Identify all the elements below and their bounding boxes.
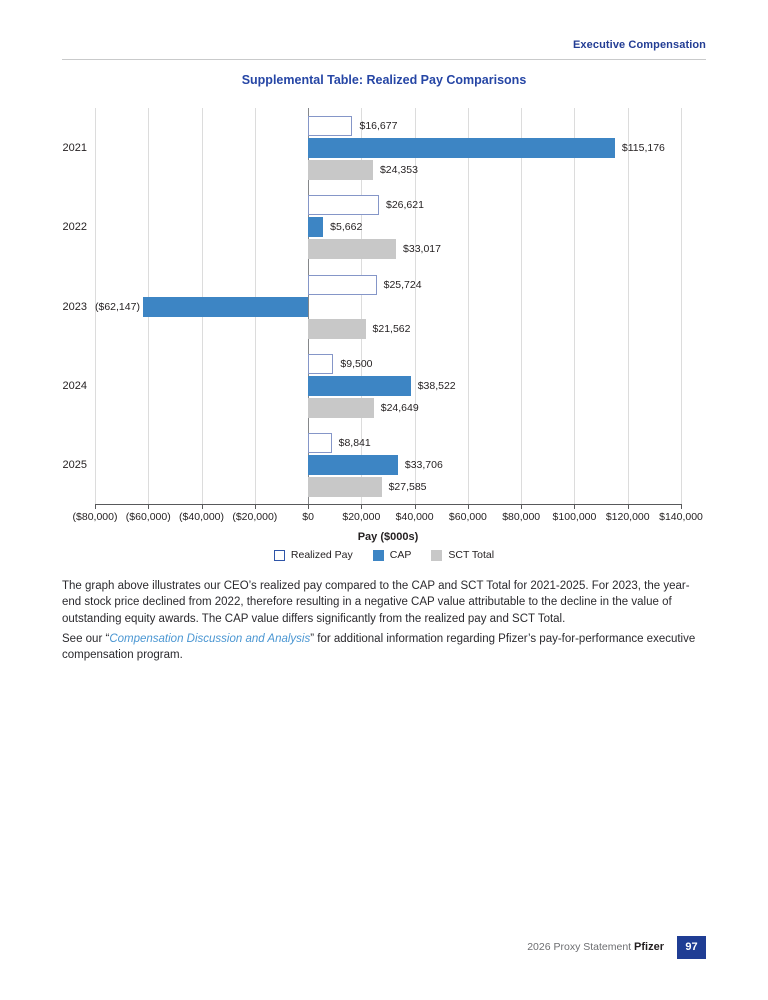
bar-value-label: $26,621 (385, 199, 424, 212)
legend-swatch-outline-icon (273, 549, 285, 561)
gridline (681, 108, 682, 504)
bar-value-label: $25,724 (383, 278, 422, 291)
gridline (574, 108, 576, 504)
axis-tick (308, 504, 310, 509)
page-number-badge: 97 (677, 936, 706, 959)
bar-value-label: $115,176 (621, 141, 665, 154)
year-label-2021: 2021 (62, 141, 87, 154)
bar-sct-total-2023 (308, 318, 366, 339)
axis-tick (521, 504, 523, 509)
axis-tick (201, 504, 203, 509)
legend-swatch-blue-icon (372, 549, 384, 561)
x-tick-label: $60,000 (448, 511, 487, 523)
bar-cap-2021 (308, 137, 615, 158)
axis-tick (148, 504, 150, 509)
bar-value-label: $33,017 (403, 243, 441, 256)
bar-value-label: ($62,147) (95, 300, 140, 313)
chart-plot-area: $16,677 $115,176 $24,353 $26,621 $5,662 $33,0… (95, 108, 682, 509)
bar-cap-2024 (308, 375, 411, 396)
axis-tick (574, 504, 576, 509)
bar-realized-pay-2023 (308, 274, 377, 295)
footer-doc-title: 2026 Proxy Statement Pfizer (527, 941, 664, 953)
x-tick-label: ($60,000) (125, 511, 171, 523)
bar-value-label: $27,585 (388, 481, 427, 494)
bar-cap-2025 (308, 455, 398, 476)
x-tick-label: $0 (302, 511, 314, 523)
axis-tick (95, 504, 96, 509)
x-tick-label: $140,000 (659, 511, 703, 523)
bar-value-label: $8,841 (338, 437, 371, 450)
x-tick-label: $100,000 (552, 511, 597, 523)
header-divider (62, 59, 706, 60)
gridline (95, 108, 96, 504)
axis-tick (414, 504, 416, 509)
paragraph-chart-description: The graph above illustrates our CEO’s re… (62, 580, 690, 625)
x-axis-label: Pay ($000s) (357, 531, 419, 543)
bar-realized-pay-2021 (308, 115, 353, 136)
axis-tick (627, 504, 629, 509)
axis-tick (467, 504, 469, 509)
bar-value-label: $9,500 (340, 357, 373, 370)
legend-item-sct-total: SCT Total (431, 549, 494, 561)
legend-item-realized-pay: Realized Pay (273, 549, 353, 561)
bar-realized-pay-2022 (308, 195, 379, 216)
x-tick-label: $120,000 (605, 511, 650, 523)
x-tick-label: ($80,000) (72, 511, 118, 523)
bar-sct-total-2025 (308, 477, 382, 498)
cda-link[interactable]: Compensation Discussion and Analysis (109, 633, 311, 645)
axis-tick (361, 504, 363, 509)
gridline (627, 108, 629, 504)
paragraph-2-suffix: ” for additional information regarding P… (62, 633, 696, 662)
zero-line (308, 108, 310, 504)
bar-cap-2022 (308, 217, 324, 238)
x-tick-label: $20,000 (342, 511, 381, 523)
bar-value-label: $24,649 (380, 401, 419, 414)
paragraph-see-our: See our “Compensation Discussion and Ana… (62, 631, 708, 664)
x-tick-label: ($40,000) (179, 511, 225, 523)
gridline (361, 108, 363, 504)
axis-tick (681, 504, 682, 509)
chart-legend: Realized Pay CAP SCT Total (0, 549, 768, 561)
legend-label: SCT Total (448, 549, 495, 561)
gridline (521, 108, 523, 504)
paragraph-2-prefix: See our “ (62, 633, 110, 645)
chart-title: Supplemental Table: Realized Pay Compari… (241, 73, 527, 87)
bar-value-label: $16,677 (359, 119, 398, 132)
bar-sct-total-2022 (308, 239, 397, 260)
bar-value-label: $38,522 (417, 379, 456, 392)
legend-label: Realized Pay (290, 549, 353, 561)
bar-cap-2023 (142, 296, 309, 317)
legend-item-cap: CAP (372, 549, 412, 561)
axis-tick (254, 504, 256, 509)
legend-label: CAP (389, 549, 412, 561)
bar-sct-total-2021 (308, 159, 373, 180)
year-label-2025: 2025 (62, 459, 87, 472)
footer-brand: Pfizer (634, 941, 664, 953)
bar-value-label: $33,706 (404, 459, 443, 472)
gridline (414, 108, 416, 504)
x-tick-label: ($20,000) (232, 511, 278, 523)
bar-value-label: $5,662 (330, 221, 363, 234)
bar-value-label: $21,562 (372, 322, 411, 335)
bar-realized-pay-2025 (308, 433, 332, 454)
bar-sct-total-2024 (308, 397, 374, 418)
header-section-label: Executive Compensation (572, 39, 706, 51)
year-label-2023: 2023 (62, 300, 87, 313)
year-label-2022: 2022 (62, 221, 87, 234)
gridline (467, 108, 469, 504)
x-tick-label: $40,000 (395, 511, 434, 523)
legend-swatch-gray-icon (431, 549, 443, 561)
x-tick-label: $80,000 (502, 511, 541, 523)
footer-doc-label: 2026 Proxy Statement (527, 941, 632, 953)
bar-realized-pay-2024 (308, 353, 334, 374)
year-label-2024: 2024 (62, 379, 87, 392)
bar-value-label: $24,353 (379, 163, 418, 176)
